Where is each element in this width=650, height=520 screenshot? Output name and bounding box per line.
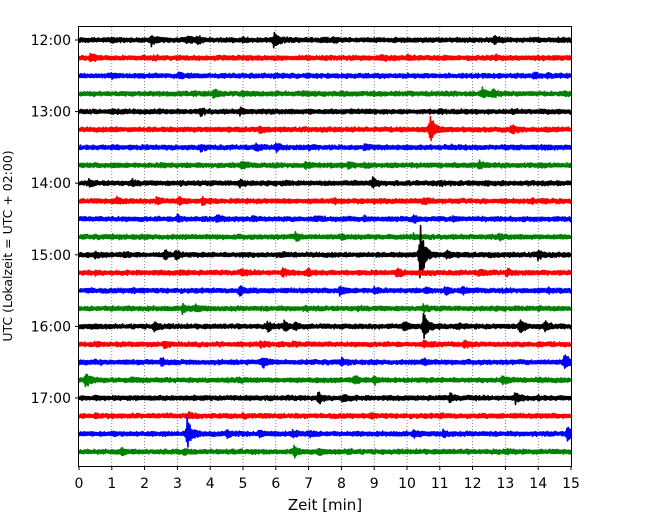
trace-1345	[78, 159, 572, 171]
trace-1230	[78, 71, 572, 81]
y-tick-label-0: 12:00	[31, 33, 71, 49]
trace-1400	[78, 176, 572, 189]
x-tick-label-14: 14	[529, 476, 547, 492]
x-tick-label-4: 4	[206, 476, 215, 492]
trace-1630	[78, 354, 572, 370]
trace-1245	[78, 86, 572, 99]
trace-1600	[78, 312, 572, 339]
trace-1445	[78, 230, 572, 242]
trace-1530	[78, 285, 572, 297]
y-tick-label-2: 14:00	[31, 176, 71, 192]
x-tick-label-9: 9	[370, 476, 379, 492]
trace-1700	[78, 391, 572, 406]
x-tick-label-5: 5	[239, 476, 248, 492]
trace-1515	[78, 267, 572, 278]
x-axis-label: Zeit [min]	[288, 496, 362, 514]
plot-frame	[78, 26, 572, 467]
x-tick-label-6: 6	[271, 476, 280, 492]
trace-1715	[78, 411, 572, 420]
trace-1615	[78, 339, 572, 350]
x-tick-label-10: 10	[398, 476, 416, 492]
x-tick-label-15: 15	[562, 476, 580, 492]
trace-1645	[78, 373, 572, 388]
trace-1500	[78, 224, 572, 279]
x-tick-label-7: 7	[304, 476, 313, 492]
x-tick-label-1: 1	[107, 476, 116, 492]
traces	[78, 31, 572, 459]
x-tick-label-13: 13	[496, 476, 514, 492]
trace-1730	[78, 414, 572, 448]
y-axis-label: UTC (Lokalzeit = UTC + 02:00)	[0, 150, 15, 341]
trace-1330	[78, 142, 572, 154]
y-tick-label-3: 15:00	[31, 248, 71, 264]
x-tick-label-0: 0	[75, 476, 84, 492]
trace-1745	[78, 444, 572, 459]
x-tick-label-3: 3	[173, 476, 182, 492]
x-tick-label-12: 12	[464, 476, 482, 492]
trace-1315	[78, 115, 572, 142]
x-tick-label-8: 8	[337, 476, 346, 492]
trace-1430	[78, 213, 572, 224]
trace-1200	[78, 31, 572, 49]
x-tick-label-11: 11	[431, 476, 449, 492]
trace-1415	[78, 195, 572, 206]
trace-1300	[78, 106, 572, 118]
grid-lines	[111, 27, 539, 466]
y-tick-label-1: 13:00	[31, 105, 71, 121]
trace-1215	[78, 52, 572, 63]
x-axis-ticks: 0 1 2 3 4 5 6 7 8 9 10 11 12 13 14 15	[75, 466, 580, 492]
trace-1545	[78, 302, 572, 316]
y-tick-label-5: 17:00	[31, 391, 71, 407]
x-tick-label-2: 2	[140, 476, 149, 492]
y-tick-label-4: 16:00	[31, 319, 71, 335]
y-axis-ticks: 12:00 13:00 14:00 15:00 16:00 17:00	[31, 33, 79, 407]
